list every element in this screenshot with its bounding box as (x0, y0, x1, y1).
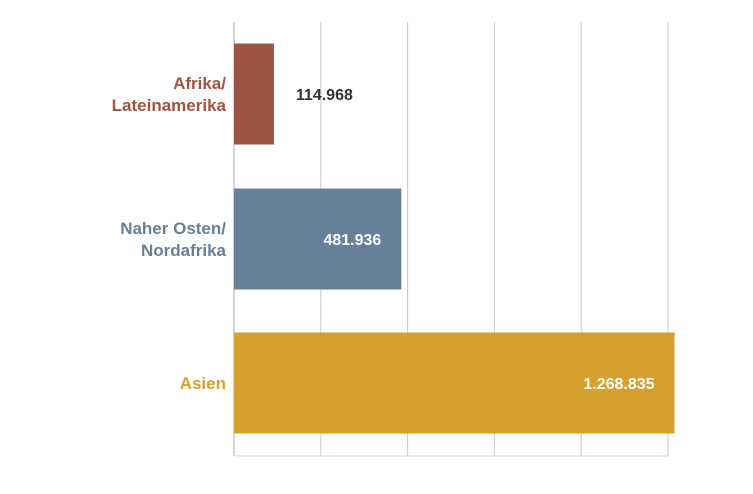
category-label: Asien (180, 374, 226, 393)
bar (234, 188, 402, 290)
data-label: 114.968 (296, 87, 353, 104)
category-label: Naher Osten/Nordafrika (120, 219, 226, 260)
bar (234, 43, 274, 145)
category-label: Afrika/Lateinamerika (112, 74, 227, 115)
data-label: 1.268.835 (583, 376, 654, 393)
bar (234, 332, 675, 434)
data-label: 481.936 (323, 232, 381, 249)
